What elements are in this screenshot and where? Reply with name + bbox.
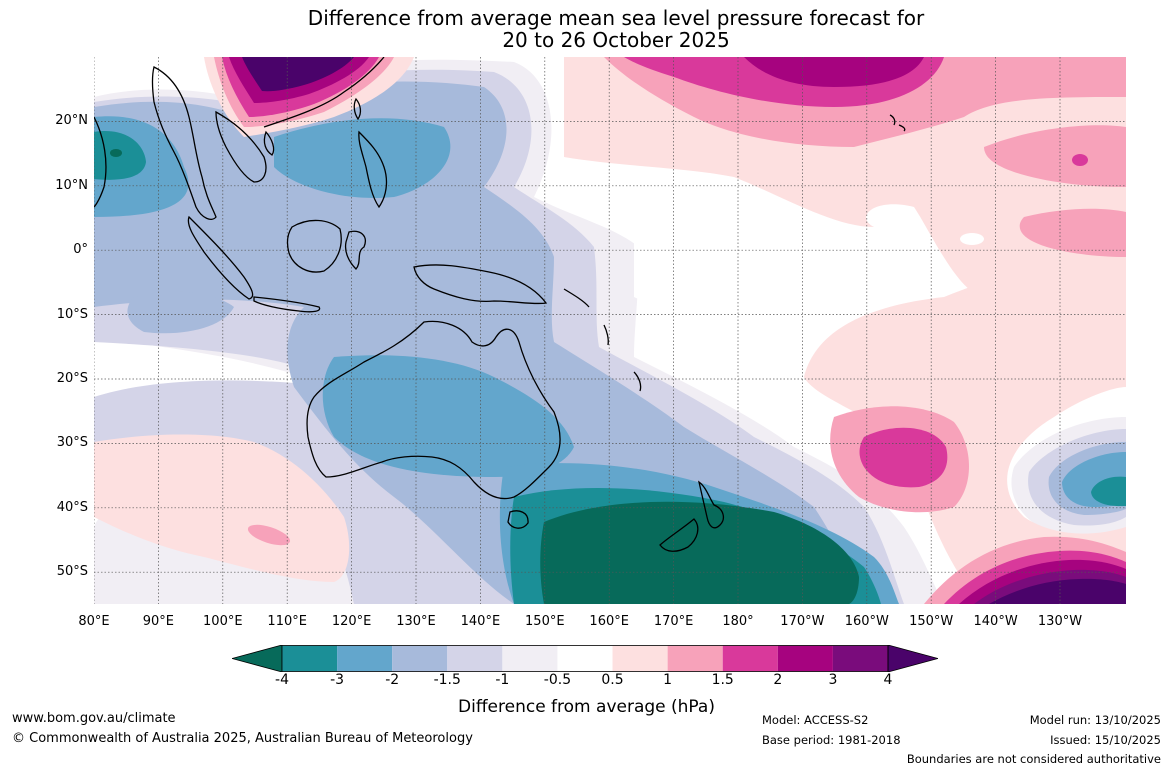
- colorbar-tick-label: 4: [883, 672, 893, 688]
- colorbar-bin: [502, 645, 558, 672]
- colorbar-bin: [392, 645, 448, 672]
- lat-tick-label: 20°S: [56, 371, 88, 386]
- lon-tick-label: 150°E: [525, 614, 565, 629]
- lat-tick-label: 10°S: [56, 306, 88, 322]
- lon-tick-label: 90°E: [142, 614, 175, 629]
- colorbar-bin: [722, 645, 778, 672]
- lat-tick-label: 40°S: [56, 499, 88, 515]
- colorbar-bin: [612, 645, 668, 672]
- colorbar-outline: [281, 645, 889, 672]
- lon-tick-label: 130°W: [1037, 614, 1083, 629]
- lon-tick-label: 80°E: [78, 614, 110, 629]
- colorbar-tick-label: -3: [330, 672, 345, 688]
- map-canvas: [94, 57, 1126, 604]
- colorbar-title: Difference from average (hPa): [458, 697, 715, 717]
- lon-tick-label: 160°E: [589, 614, 629, 629]
- colorbar-bin: [282, 645, 338, 672]
- colorbar-bin: [337, 645, 393, 672]
- base-period-label: Base period: 1981-2018: [762, 733, 901, 747]
- lon-tick-label: 110°E: [267, 614, 307, 629]
- lon-tick-label: 130°E: [396, 614, 436, 629]
- lon-tick-label: 160°W: [844, 614, 889, 629]
- lat-tick-label: 30°S: [56, 435, 88, 451]
- lat-tick-label: 10°N: [55, 177, 88, 193]
- colorbar-tick-label: 1: [663, 672, 673, 688]
- colorbar-min-extend: [232, 645, 283, 672]
- lon-tick-label: 150°W: [909, 614, 954, 629]
- lon-tick-label: 180°: [722, 614, 754, 629]
- lon-tick-label: 170°E: [653, 614, 694, 629]
- model-label: Model: ACCESS-S2: [762, 713, 869, 727]
- colorbar-bin: [777, 645, 833, 672]
- colorbar-tick-label: 3: [828, 672, 838, 688]
- title-line-1: Difference from average mean sea level p…: [307, 6, 925, 30]
- lat-tick-label: 50°S: [56, 564, 88, 580]
- colorbar-tick-label: -1.5: [433, 672, 461, 688]
- colorbar: [232, 645, 938, 672]
- model-run-label: Model run: 13/10/2025: [1029, 713, 1161, 727]
- lat-tick-label: 0°: [73, 242, 88, 258]
- lon-tick-label: 100°E: [203, 614, 243, 629]
- colorbar-tick-label: -0.5: [543, 672, 572, 688]
- lon-tick-label: 170°W: [780, 614, 825, 629]
- lon-tick-label: 120°E: [331, 614, 372, 629]
- title-line-2: 20 to 26 October 2025: [502, 28, 730, 52]
- negative-anomaly-field: [94, 59, 1126, 604]
- colorbar-tick-label: 1.5: [711, 672, 734, 688]
- colorbar-tick-label: -1: [495, 672, 510, 688]
- copyright: © Commonwealth of Australia 2025, Austra…: [12, 731, 473, 746]
- colorbar-bin: [667, 645, 723, 672]
- graticule: [94, 57, 1126, 604]
- boundaries-note: Boundaries are not considered authoritat…: [906, 752, 1161, 766]
- coastlines: [94, 57, 906, 552]
- colorbar-tick-label: -2: [385, 672, 400, 688]
- site-link[interactable]: www.bom.gov.au/climate: [12, 711, 176, 726]
- colorbar-bin: [832, 645, 888, 672]
- colorbar-max-extend: [887, 645, 938, 672]
- lon-tick-label: 140°E: [460, 614, 501, 629]
- colorbar-tick-label: 0.5: [601, 672, 624, 688]
- lon-tick-label: 140°W: [973, 614, 1018, 629]
- colorbar-tick-label: -4: [275, 672, 289, 688]
- issued-label: Issued: 15/10/2025: [1050, 733, 1161, 747]
- colorbar-bin: [557, 645, 613, 672]
- pressure-anomaly-map: [94, 57, 1126, 604]
- lat-tick-label: 20°N: [55, 113, 88, 129]
- colorbar-bin: [447, 645, 503, 672]
- colorbar-tick-label: 2: [773, 672, 783, 688]
